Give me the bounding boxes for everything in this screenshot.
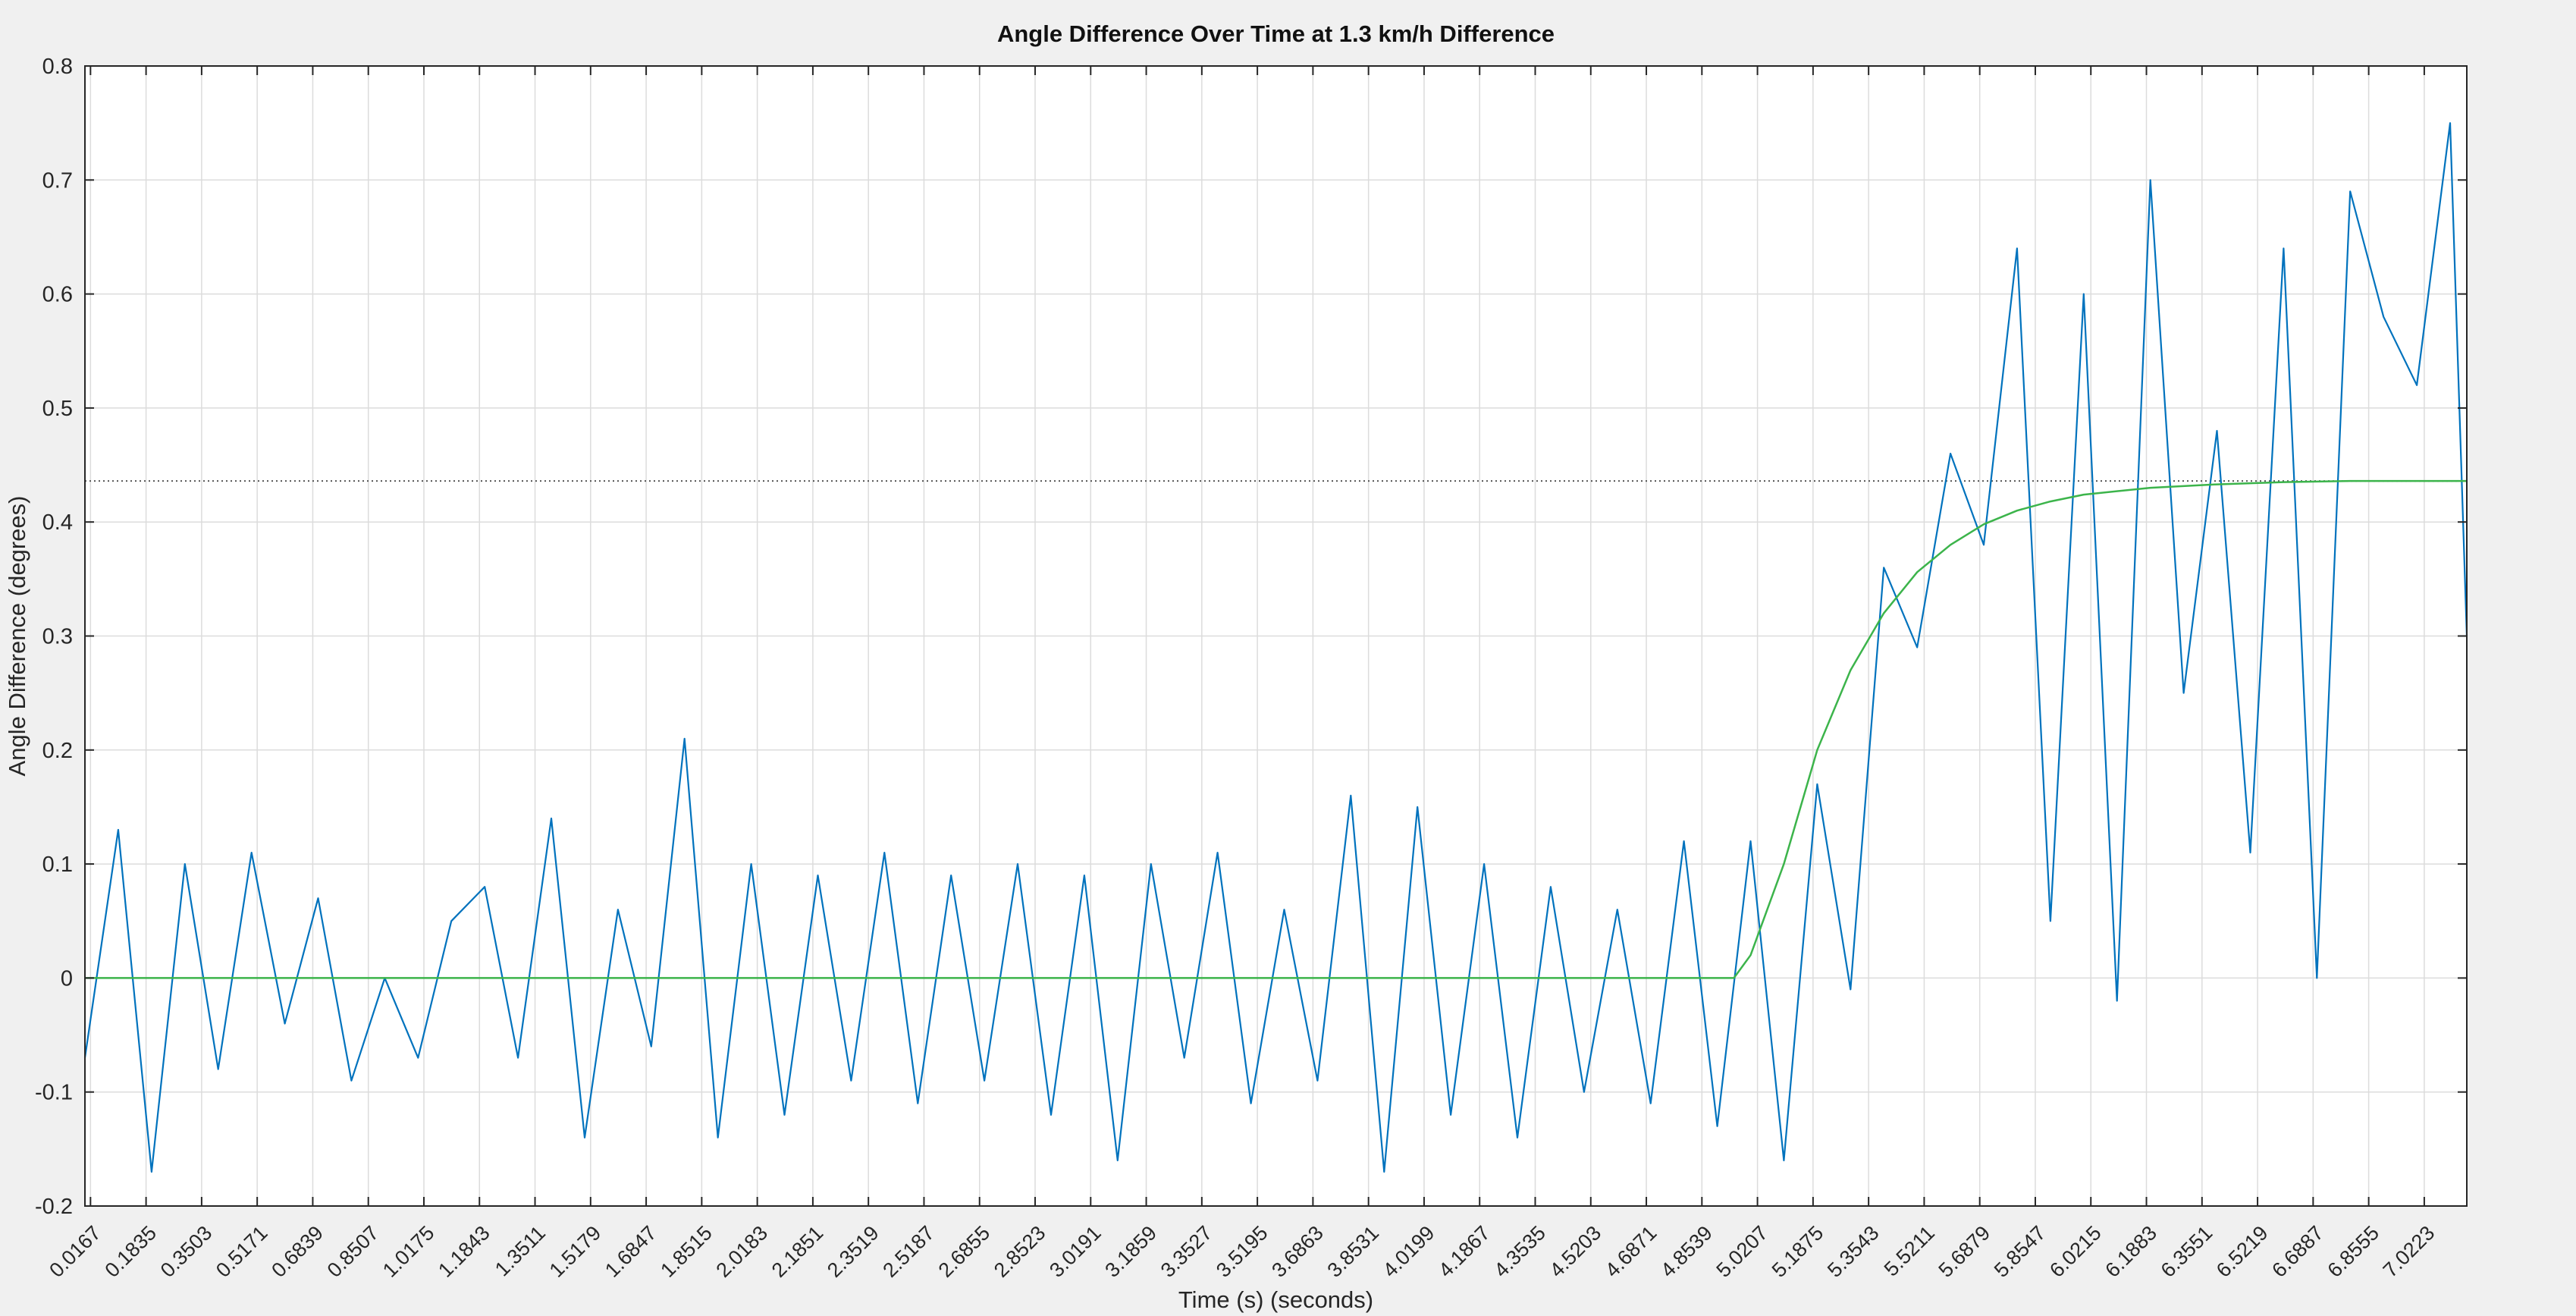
y-tick-label: -0.1 <box>35 1081 73 1105</box>
grid <box>85 65 2467 1207</box>
y-tick-label: 0.2 <box>42 739 73 763</box>
y-axis-label: Angle Difference (degrees) <box>4 496 30 777</box>
y-tick-label: 0.6 <box>42 283 73 307</box>
x-axis-label: Time (s) (seconds) <box>1178 1286 1373 1313</box>
y-tick-label: -0.2 <box>35 1195 73 1219</box>
y-tick-label: 0.8 <box>42 55 73 79</box>
fit-series-line <box>85 479 2467 979</box>
series-layer <box>83 122 2468 1173</box>
y-tick-label: 0.3 <box>42 625 73 649</box>
y-tick-label: 0.1 <box>42 853 73 877</box>
chart-title: Angle Difference Over Time at 1.3 km/h D… <box>997 20 1555 47</box>
y-tick-label: 0.7 <box>42 168 73 193</box>
y-tick-label: 0 <box>61 966 73 991</box>
measured-series-line <box>83 122 2468 1173</box>
y-tick-label: 0.5 <box>42 397 73 421</box>
y-tick-label: 0.4 <box>42 510 73 535</box>
